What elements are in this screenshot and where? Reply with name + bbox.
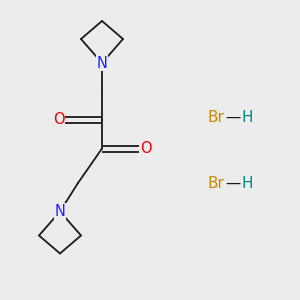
Text: O: O (140, 141, 151, 156)
Text: H: H (242, 110, 253, 124)
Text: Br: Br (208, 176, 224, 190)
Text: N: N (55, 204, 65, 219)
Text: O: O (53, 112, 64, 128)
Text: Br: Br (208, 110, 224, 124)
Text: N: N (97, 56, 107, 70)
Text: H: H (242, 176, 253, 190)
Text: —: — (225, 176, 240, 190)
Text: —: — (225, 110, 240, 124)
